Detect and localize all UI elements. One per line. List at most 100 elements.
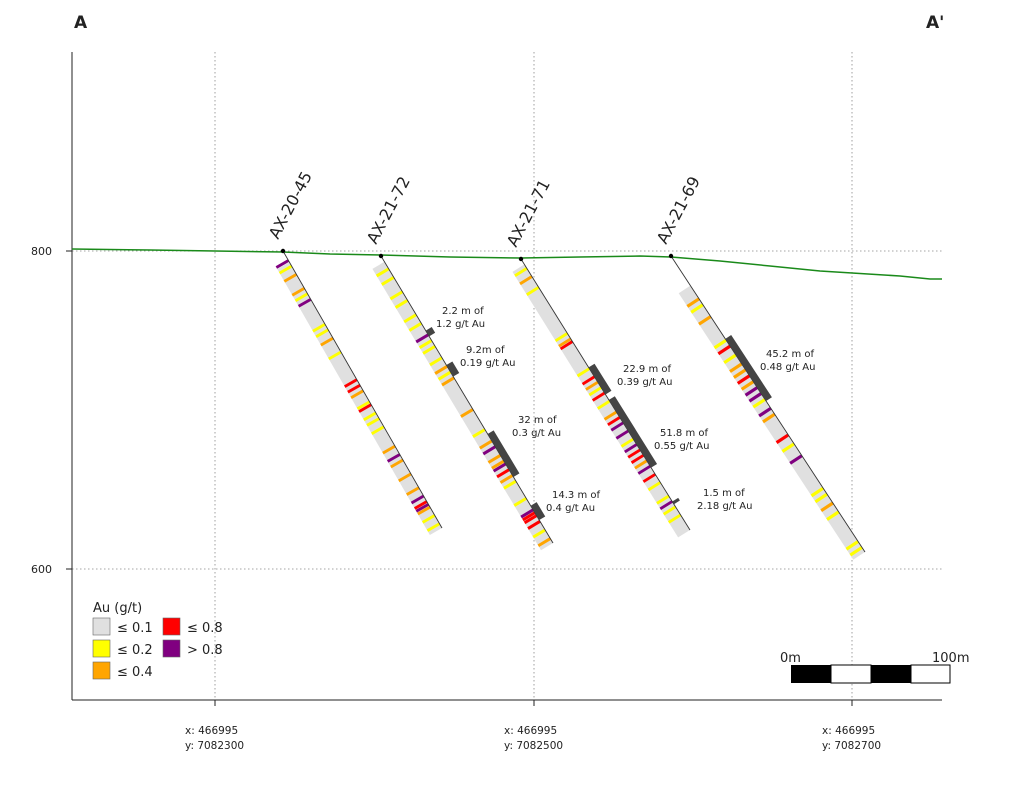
assay-interval xyxy=(437,370,452,381)
assay-interval xyxy=(610,421,624,432)
intercept-bar xyxy=(530,502,546,521)
hole-name-label[interactable]: AX-21-71 xyxy=(503,176,554,250)
scale-bar-segment xyxy=(871,665,911,683)
intercept-bar xyxy=(608,396,658,468)
section-start-label: A xyxy=(74,13,88,33)
assay-interval xyxy=(588,386,602,397)
assay-interval xyxy=(634,459,648,470)
hole-trace xyxy=(670,255,866,553)
assay-interval xyxy=(527,520,541,530)
scale-bar-segment xyxy=(830,664,872,684)
assay-interval xyxy=(328,350,342,361)
intercept-label-length: 14.3 m of xyxy=(552,490,600,501)
assay-interval xyxy=(496,468,510,479)
assay-interval xyxy=(417,505,431,516)
scale-bar-start-label: 0m xyxy=(780,651,801,666)
intercept-label-grade: 0.39 g/t Au xyxy=(617,377,672,388)
assay-interval xyxy=(472,428,486,438)
intercept-label-grade: 0.3 g/t Au xyxy=(512,428,561,439)
assay-interval xyxy=(810,486,825,498)
assay-interval xyxy=(406,486,420,496)
legend-label: > 0.8 xyxy=(187,643,223,658)
assay-interval xyxy=(849,546,863,557)
assay-interval xyxy=(275,259,290,269)
scale-bar: 0m 100m xyxy=(780,651,969,684)
assay-interval xyxy=(398,472,412,483)
assay-interval xyxy=(441,376,455,387)
assay-interval xyxy=(382,444,396,455)
assay-interval xyxy=(421,514,436,524)
assay-interval xyxy=(375,267,390,278)
assay-interval xyxy=(698,315,712,326)
assay-interval xyxy=(659,500,673,511)
assay-interval xyxy=(826,510,840,521)
assay-interval xyxy=(647,481,662,492)
assay-interval xyxy=(358,403,372,413)
assay-interval xyxy=(686,297,700,308)
assay-interval xyxy=(733,368,747,379)
assay-interval xyxy=(513,497,528,507)
legend-label: ≤ 0.2 xyxy=(117,643,153,658)
intercept-label-length: 2.2 m of xyxy=(442,306,484,317)
legend-swatch xyxy=(92,639,111,658)
assay-interval xyxy=(690,303,704,314)
assay-interval xyxy=(752,398,766,409)
topography-line xyxy=(71,248,942,280)
assay-interval xyxy=(740,380,755,391)
assay-interval xyxy=(522,511,536,522)
collar-marker xyxy=(378,253,384,259)
assay-interval xyxy=(581,375,596,386)
assay-interval xyxy=(422,344,436,355)
assay-interval xyxy=(519,275,533,286)
intercept-bar xyxy=(588,363,612,395)
assay-interval xyxy=(744,386,759,397)
assay-interval xyxy=(520,508,534,519)
y-tick-label: 800 xyxy=(31,245,52,258)
assay-interval xyxy=(627,448,641,459)
intercept-label-length: 9.2m of xyxy=(466,345,505,356)
assay-interval xyxy=(426,522,441,532)
assay-interval xyxy=(591,391,606,402)
drill-hole: AX-20-45 xyxy=(265,168,443,535)
assay-interval xyxy=(526,286,540,296)
assay-interval xyxy=(413,500,428,510)
hole-name-label[interactable]: AX-21-72 xyxy=(363,173,414,247)
drill-hole: AX-21-69 45.2 m of 0.48 g/t Au xyxy=(653,173,866,560)
legend-title: Au (g/t) xyxy=(93,601,142,616)
assay-interval xyxy=(434,365,448,375)
hole-trace xyxy=(282,250,443,529)
assay-interval xyxy=(789,454,803,465)
assay-interval xyxy=(278,264,293,275)
hole-assay-track xyxy=(512,264,690,538)
x-tick-label-y: y: 7082700 xyxy=(822,740,881,752)
assay-interval xyxy=(845,540,859,551)
intercept-label-length: 22.9 m of xyxy=(623,364,671,375)
axes xyxy=(66,52,942,706)
assay-interval xyxy=(667,513,682,524)
intercept-bar xyxy=(725,335,772,402)
assay-interval xyxy=(291,287,306,297)
assay-interval xyxy=(408,322,423,332)
assay-interval xyxy=(820,501,834,513)
assay-interval xyxy=(585,380,599,391)
intercept-label-grade: 0.4 g/t Au xyxy=(546,503,595,514)
assay-interval xyxy=(350,389,364,399)
drill-holes: AX-20-45 AX-21-72 2.2 m of 1.2 g/t Au 9.2m o… xyxy=(265,168,866,560)
assay-interval xyxy=(415,333,429,344)
hole-name-label[interactable]: AX-20-45 xyxy=(265,168,316,242)
x-tick-label-y: y: 7082300 xyxy=(185,740,244,752)
assay-interval xyxy=(499,474,514,484)
legend-swatch xyxy=(92,661,111,680)
assay-interval xyxy=(620,437,635,448)
legend-label: ≤ 0.4 xyxy=(117,665,153,680)
drill-hole: AX-21-72 2.2 m of 1.2 g/t Au 9.2m of 0.19 g/… xyxy=(363,173,600,551)
scale-bar-end-label: 100m xyxy=(932,651,969,666)
assay-interval xyxy=(713,338,728,350)
assay-interval xyxy=(723,353,737,365)
assay-interval xyxy=(363,411,377,422)
assay-interval xyxy=(781,442,795,453)
assay-interval xyxy=(320,336,334,347)
hole-name-label[interactable]: AX-21-69 xyxy=(653,173,704,247)
assay-interval xyxy=(429,356,443,367)
assay-interval xyxy=(656,494,670,505)
